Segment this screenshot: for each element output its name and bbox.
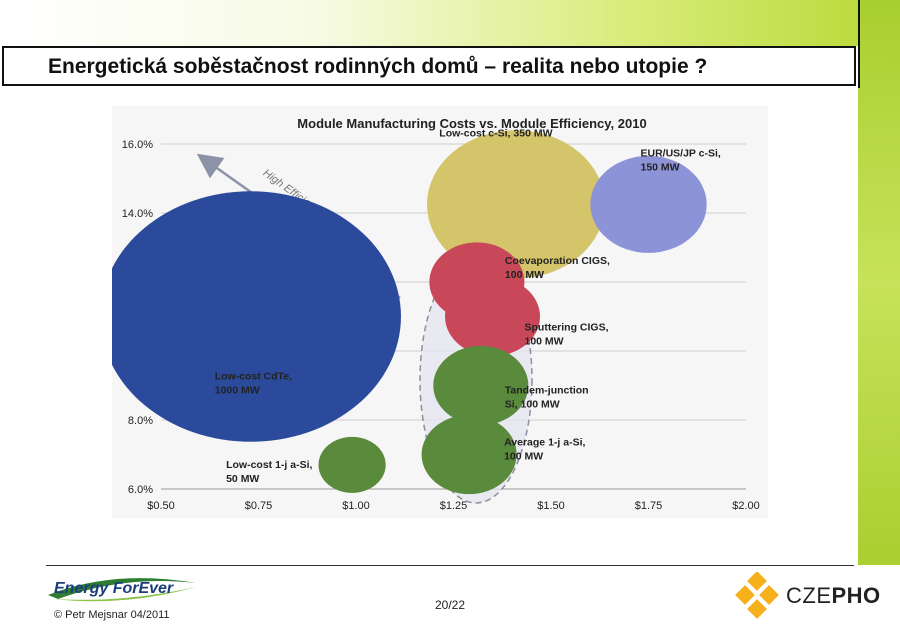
vertical-rule <box>858 0 860 88</box>
x-tick-label: $2.00 <box>732 500 760 512</box>
x-tick-label: $1.75 <box>635 500 663 512</box>
bubble <box>433 345 529 426</box>
bubble-label: Low-cost c-Si, 350 MW <box>439 127 552 139</box>
bubble-chart: Module Manufacturing Costs vs. Module Ef… <box>100 116 760 512</box>
x-tick-label: $1.00 <box>342 500 370 512</box>
bubble-label: Sputtering CIGS, <box>525 322 609 334</box>
bubble-label: EUR/US/JP c-Si, <box>641 147 721 159</box>
energy-forever-logo-text: Energy ForEver <box>54 580 174 597</box>
x-tick-labels: $0.50 $0.75 $1.00 $1.25 $1.50 $1.75 $2.00 <box>147 500 760 512</box>
bubbles <box>100 130 707 495</box>
footer-separator <box>46 565 854 566</box>
top-gradient-band <box>0 0 900 46</box>
czepho-logo-prefix: CZE <box>786 583 832 608</box>
x-tick-label: $1.25 <box>440 500 468 512</box>
bubble-label: Si, 100 MW <box>505 399 560 411</box>
bubble <box>590 155 707 253</box>
copyright-text: © Petr Mejsnar 04/2011 <box>54 609 170 621</box>
czepho-logo-text: CZEPHO <box>786 583 881 609</box>
y-tick-label: 16.0% <box>122 139 153 151</box>
bubble-label: Average 1-j a-Si, <box>504 437 585 449</box>
bubble-label: 100 MW <box>525 336 564 348</box>
y-tick-label: 8.0% <box>128 415 153 427</box>
czepho-logo-suffix: PHO <box>831 583 881 608</box>
czepho-logo-icon <box>732 571 784 625</box>
energy-forever-logo: Energy ForEver <box>44 573 204 610</box>
bubble-label: Coevaporation CIGS, <box>505 255 610 267</box>
bubble-label: 50 MW <box>226 473 259 485</box>
x-tick-label: $0.50 <box>147 500 175 512</box>
y-tick-label: 14.0% <box>122 208 153 220</box>
bubble-label: Low-cost CdTe, <box>215 371 292 383</box>
bubble-label: Low-cost 1-j a-Si, <box>226 459 312 471</box>
slide-title: Energetická soběstačnost rodinných domů … <box>48 55 708 78</box>
bubble <box>100 191 401 442</box>
page-number: 20/22 <box>435 598 466 612</box>
bubble-label: 150 MW <box>641 161 680 173</box>
bubble <box>444 276 541 357</box>
y-tick-label: 6.0% <box>128 484 153 496</box>
bubble <box>318 436 386 493</box>
title-box: Energetická soběstačnost rodinných domů … <box>2 46 856 86</box>
bubble-label: 100 MW <box>505 269 544 281</box>
bubble <box>421 414 517 495</box>
bubble-label: 100 MW <box>504 451 543 463</box>
bubble-labels: Low-cost c-Si, 350 MW EUR/US/JP c-Si, 150 … <box>215 127 721 484</box>
x-tick-label: $1.50 <box>537 500 565 512</box>
chart-title: Module Manufacturing Costs vs. Module Ef… <box>297 116 646 131</box>
bubble <box>426 130 605 279</box>
chart-panel: Module Manufacturing Costs vs. Module Ef… <box>100 106 768 518</box>
right-green-band <box>858 0 900 565</box>
bubble-label: 1000 MW <box>215 385 260 397</box>
bubble-label: Tandem-junction <box>505 385 589 397</box>
x-tick-label: $0.75 <box>245 500 273 512</box>
